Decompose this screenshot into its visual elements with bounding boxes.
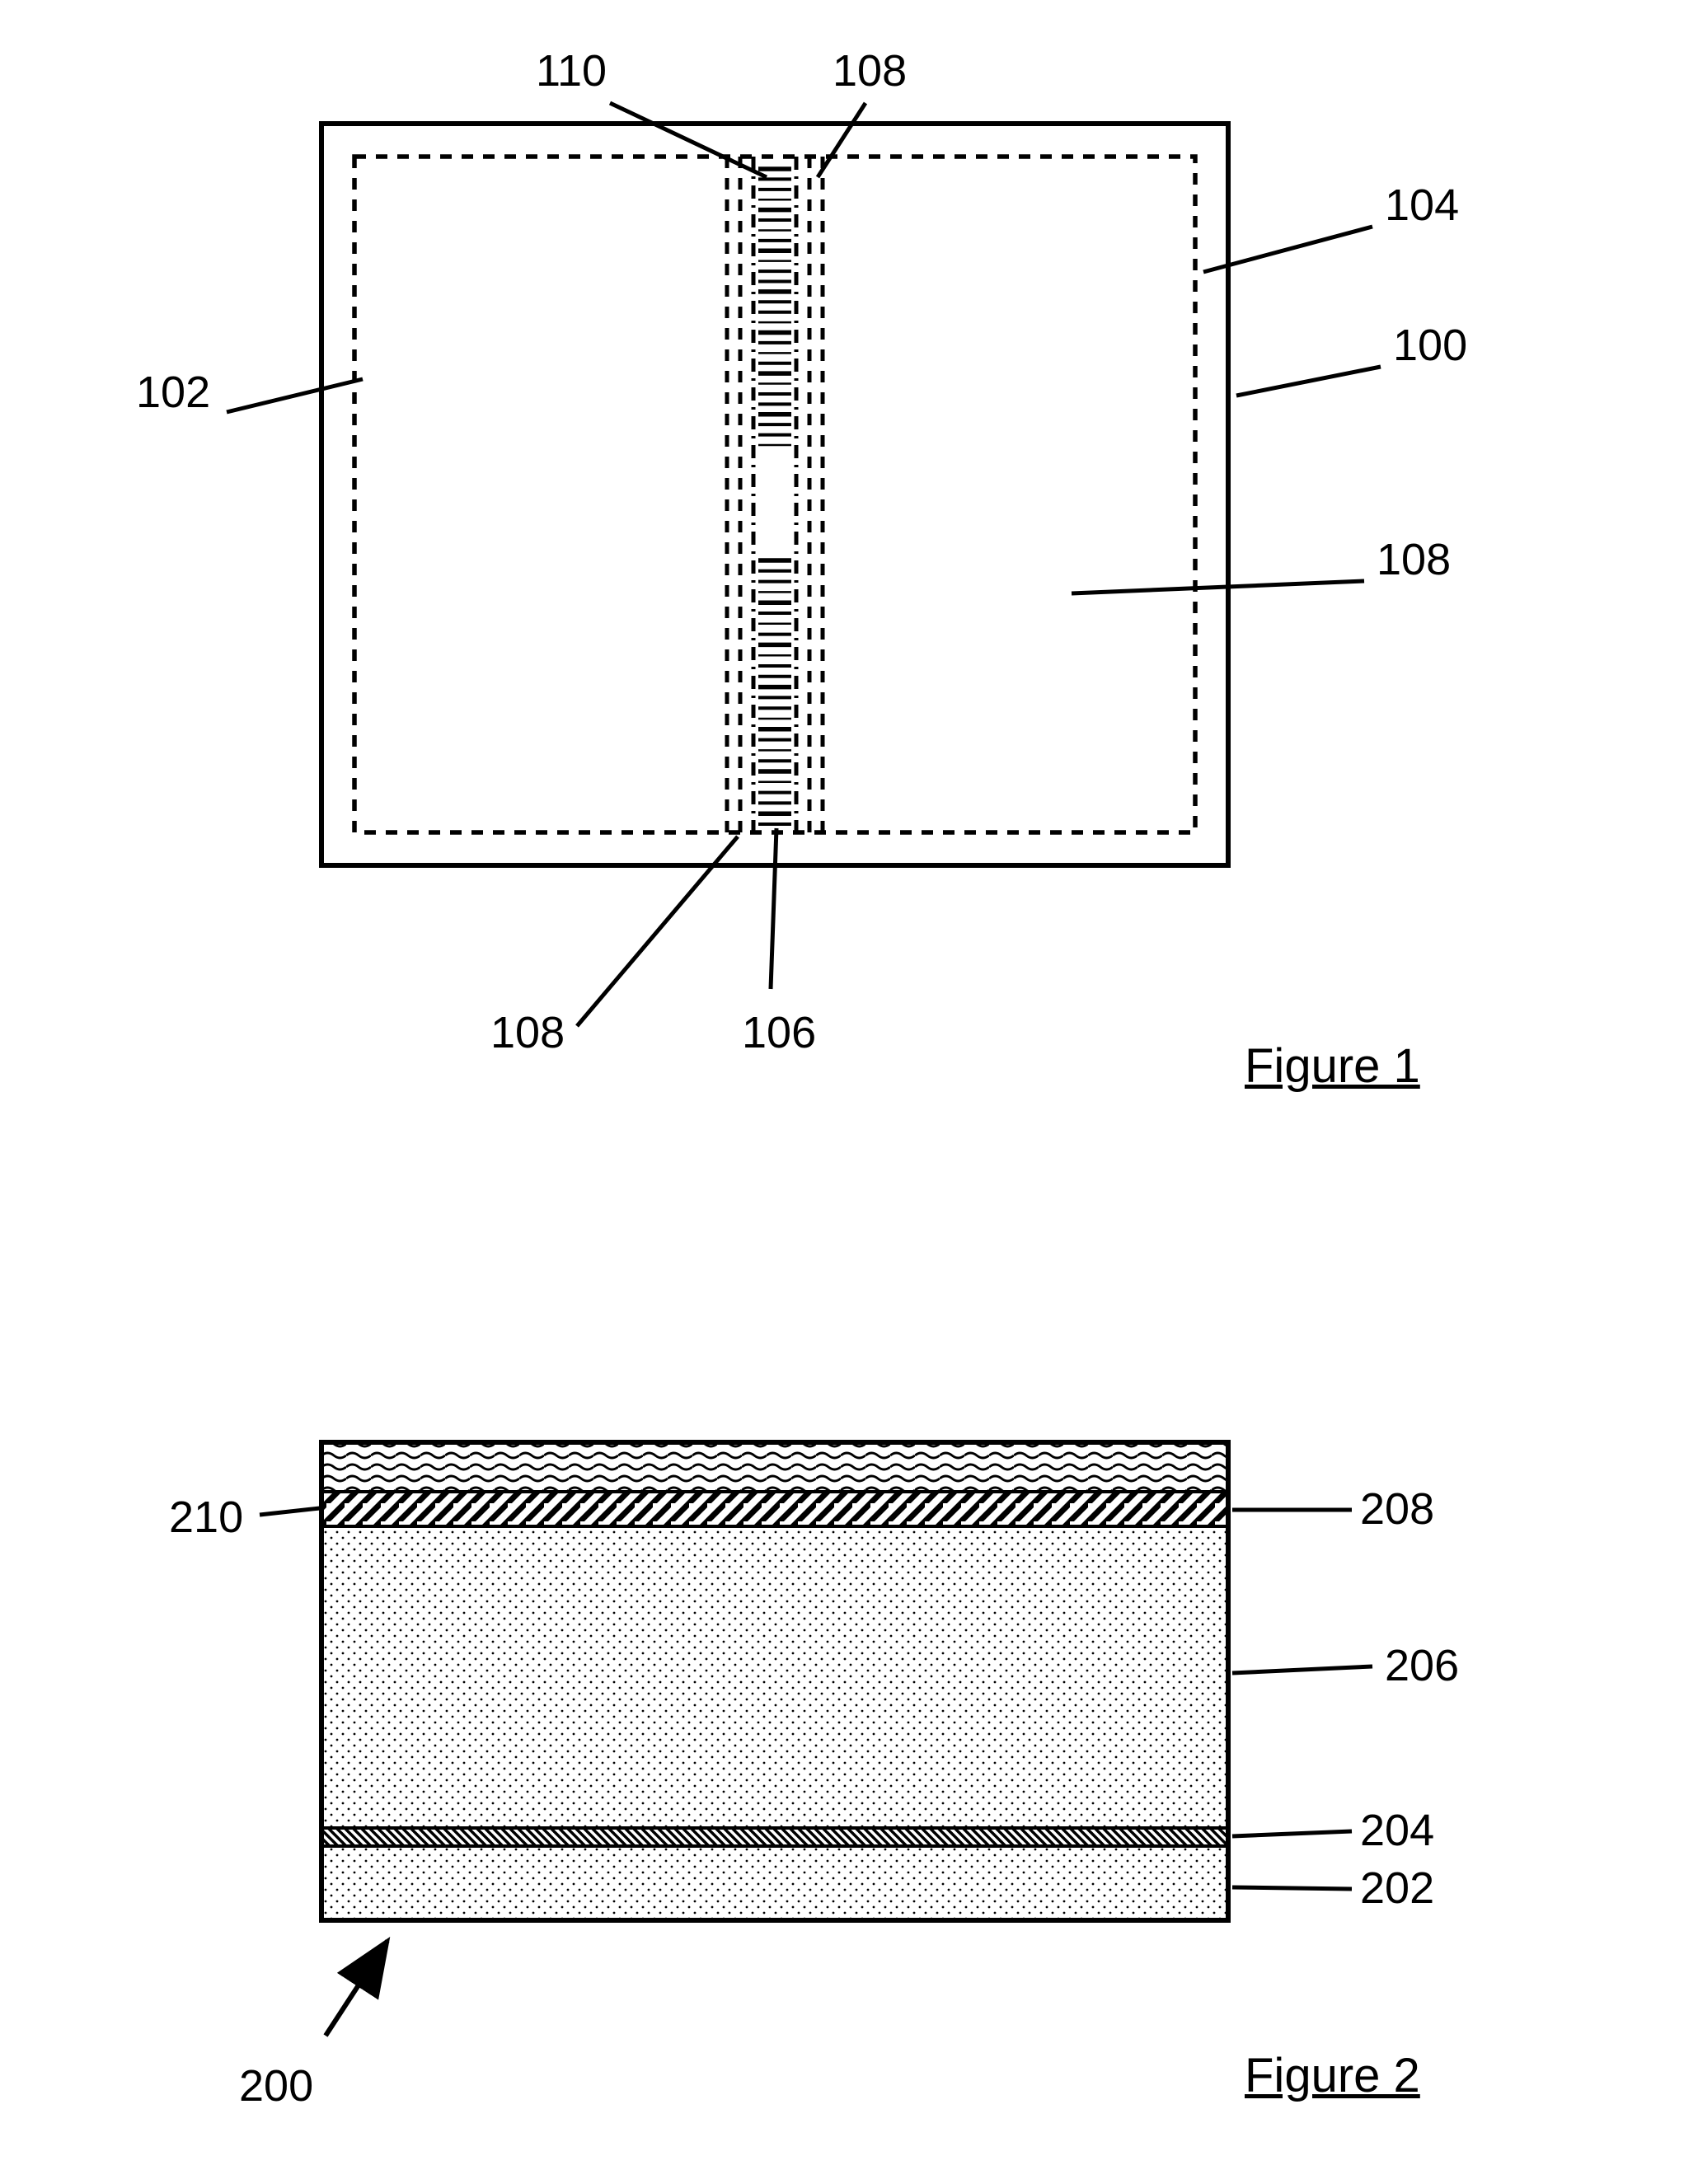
label-106: 106 <box>742 1007 816 1058</box>
layer-210 <box>324 1445 1226 1492</box>
label-104: 104 <box>1385 180 1459 231</box>
fig1-outer-rect <box>321 124 1228 865</box>
arrow-200 <box>326 1941 387 2036</box>
leader-100 <box>1236 367 1381 396</box>
label-108-top: 108 <box>833 45 907 96</box>
figure-2-caption: Figure 2 <box>1245 2048 1420 2103</box>
leader-202 <box>1232 1887 1352 1889</box>
label-102: 102 <box>136 367 210 418</box>
layer-206 <box>324 1526 1226 1828</box>
label-204: 204 <box>1360 1805 1434 1856</box>
layer-202 <box>324 1846 1226 1918</box>
label-200: 200 <box>239 2060 313 2111</box>
label-208: 208 <box>1360 1483 1434 1535</box>
layer-204 <box>324 1828 1226 1846</box>
leader-210 <box>260 1508 320 1515</box>
layer-208 <box>324 1492 1226 1526</box>
label-108-bottom: 108 <box>490 1007 565 1058</box>
label-108-right: 108 <box>1377 534 1451 585</box>
label-206: 206 <box>1385 1640 1459 1691</box>
label-100: 100 <box>1393 320 1467 371</box>
label-110: 110 <box>536 45 607 96</box>
leader-206 <box>1232 1666 1372 1673</box>
label-202: 202 <box>1360 1863 1434 1914</box>
figure-1-caption: Figure 1 <box>1245 1038 1420 1094</box>
label-210: 210 <box>169 1492 243 1543</box>
leader-204 <box>1232 1831 1352 1836</box>
